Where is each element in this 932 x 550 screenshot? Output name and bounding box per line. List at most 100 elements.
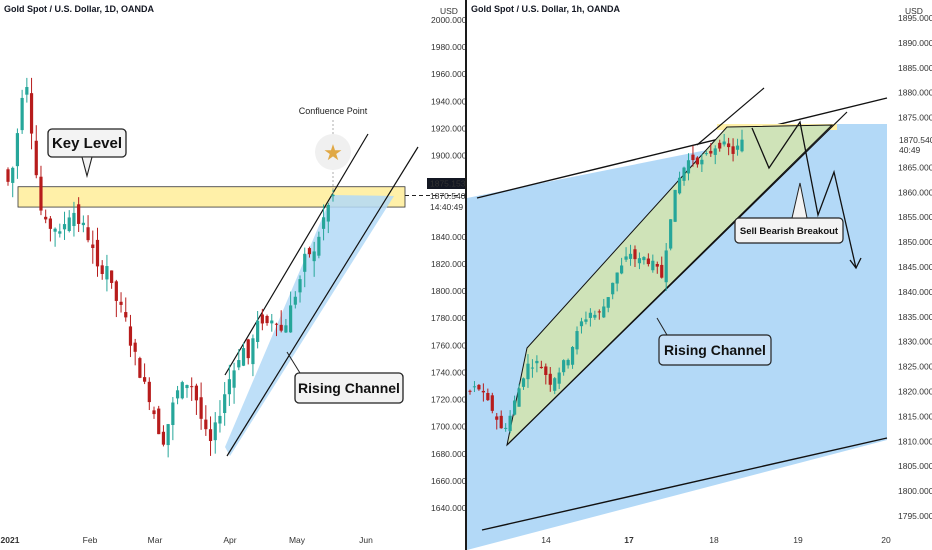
h-candle-body xyxy=(718,142,722,149)
h-candle-body xyxy=(691,154,695,161)
left-x-tick: 2021 xyxy=(1,535,20,545)
right-y-tick: 1875.000 xyxy=(898,113,932,123)
h-candle-body xyxy=(535,360,539,364)
candle-body xyxy=(15,133,20,167)
candle-body xyxy=(265,315,269,324)
right-price-tag-1: 1870.540 xyxy=(899,135,932,145)
left-y-tick: 1800.000 xyxy=(431,286,465,296)
candle-body xyxy=(110,270,114,283)
h-candle-body xyxy=(566,359,570,366)
candle-body xyxy=(62,224,67,230)
confluence-circle xyxy=(315,134,351,170)
right-x-tick: 17 xyxy=(624,535,634,545)
h-candle-body xyxy=(526,363,530,380)
candle-body xyxy=(279,324,283,331)
h-candle-body xyxy=(624,256,628,260)
left-x-tick: May xyxy=(289,535,306,545)
projection-arrowhead xyxy=(849,257,862,270)
left-y-tick: 1820.000 xyxy=(431,259,465,269)
h-candle-body xyxy=(575,331,579,350)
h-candle-body xyxy=(539,366,543,369)
left-price-tag-2: 1870.540 xyxy=(430,191,465,201)
right-y-tick: 1810.000 xyxy=(898,436,932,446)
left-x-tick: Feb xyxy=(83,535,98,545)
candle-body xyxy=(95,239,100,267)
candle-body xyxy=(58,231,62,234)
key-level-label: Key Level xyxy=(52,135,122,152)
left-x-tick: Jun xyxy=(359,535,373,545)
left-price-tag-3: 14:40:49 xyxy=(430,202,463,212)
right-y-tick: 1830.000 xyxy=(898,337,932,347)
right-x-tick: 14 xyxy=(541,535,551,545)
h-candle-body xyxy=(606,297,610,308)
inner-channel-lower-line xyxy=(506,111,848,446)
candle-body xyxy=(48,218,52,229)
h-candle-body xyxy=(664,250,668,283)
left-y-tick: 1980.000 xyxy=(431,42,465,52)
candle-body xyxy=(256,320,260,342)
right-channel-callout-pointer xyxy=(656,317,668,336)
h-candle-body xyxy=(486,392,490,401)
candle-body xyxy=(86,227,90,241)
h-candle-body xyxy=(588,312,592,318)
candle-body xyxy=(119,301,123,305)
panel-divider xyxy=(465,0,467,550)
candle-body xyxy=(25,87,29,95)
candle-body xyxy=(194,385,199,401)
h-candle-body xyxy=(660,264,664,278)
h-candle-body xyxy=(557,372,561,384)
left-y-tick: 2000.000 xyxy=(431,15,465,25)
candle-body xyxy=(312,251,316,262)
candle-body xyxy=(208,429,213,442)
h-candle-body xyxy=(615,272,619,284)
big-channel-upper xyxy=(476,97,888,199)
h-candle-body xyxy=(735,145,740,150)
h-candle-body xyxy=(481,390,485,393)
right-x-tick: 19 xyxy=(793,535,803,545)
key-level-band xyxy=(17,186,406,208)
candle-body xyxy=(307,248,312,255)
candle-body xyxy=(213,422,217,441)
candle-body xyxy=(218,415,222,424)
candle-body xyxy=(81,222,85,226)
channel-lower-line xyxy=(226,146,419,457)
h-candle-body xyxy=(517,388,521,407)
candle-body xyxy=(317,236,321,256)
h-candle-body xyxy=(570,347,575,365)
left-y-tick: 1960.000 xyxy=(431,69,465,79)
candle-body xyxy=(298,279,302,293)
h-candle-body xyxy=(579,321,584,327)
left-y-tick: 1740.000 xyxy=(431,367,465,377)
candle-body xyxy=(34,140,38,176)
h-candle-body xyxy=(504,427,508,429)
candle-body xyxy=(180,382,184,399)
h-candle-body xyxy=(584,319,588,322)
right-channel-label: Rising Channel xyxy=(664,342,766,358)
right-y-tick: 1840.000 xyxy=(898,287,932,297)
sell-label: Sell Bearish Breakout xyxy=(740,226,839,237)
left-chart-svg[interactable]: Key Level Confluence Point ★ Rising Channel… xyxy=(0,0,465,550)
h-candle-body xyxy=(722,141,726,145)
candle-body xyxy=(133,342,137,352)
right-currency-label: USD xyxy=(905,6,923,16)
candle-body xyxy=(274,323,279,325)
left-y-tick: 1760.000 xyxy=(431,340,465,350)
right-y-tick: 1895.000 xyxy=(898,13,932,23)
candle-body xyxy=(72,212,76,227)
candle-body xyxy=(326,204,330,222)
candle-body xyxy=(237,360,241,368)
h-candle-body xyxy=(468,390,472,392)
h-candle-body xyxy=(490,395,494,411)
right-y-tick: 1825.000 xyxy=(898,362,932,372)
candle-body xyxy=(124,312,128,318)
sell-callout-box xyxy=(734,217,844,244)
candle-body xyxy=(284,325,288,333)
left-x-tick: Mar xyxy=(148,535,163,545)
channel-upper-line xyxy=(224,133,369,376)
h-candle-body xyxy=(544,366,548,375)
h-candle-body xyxy=(673,189,677,222)
candle-body xyxy=(44,216,48,220)
candle-body xyxy=(289,305,293,333)
left-y-tick: 1780.000 xyxy=(431,313,465,323)
